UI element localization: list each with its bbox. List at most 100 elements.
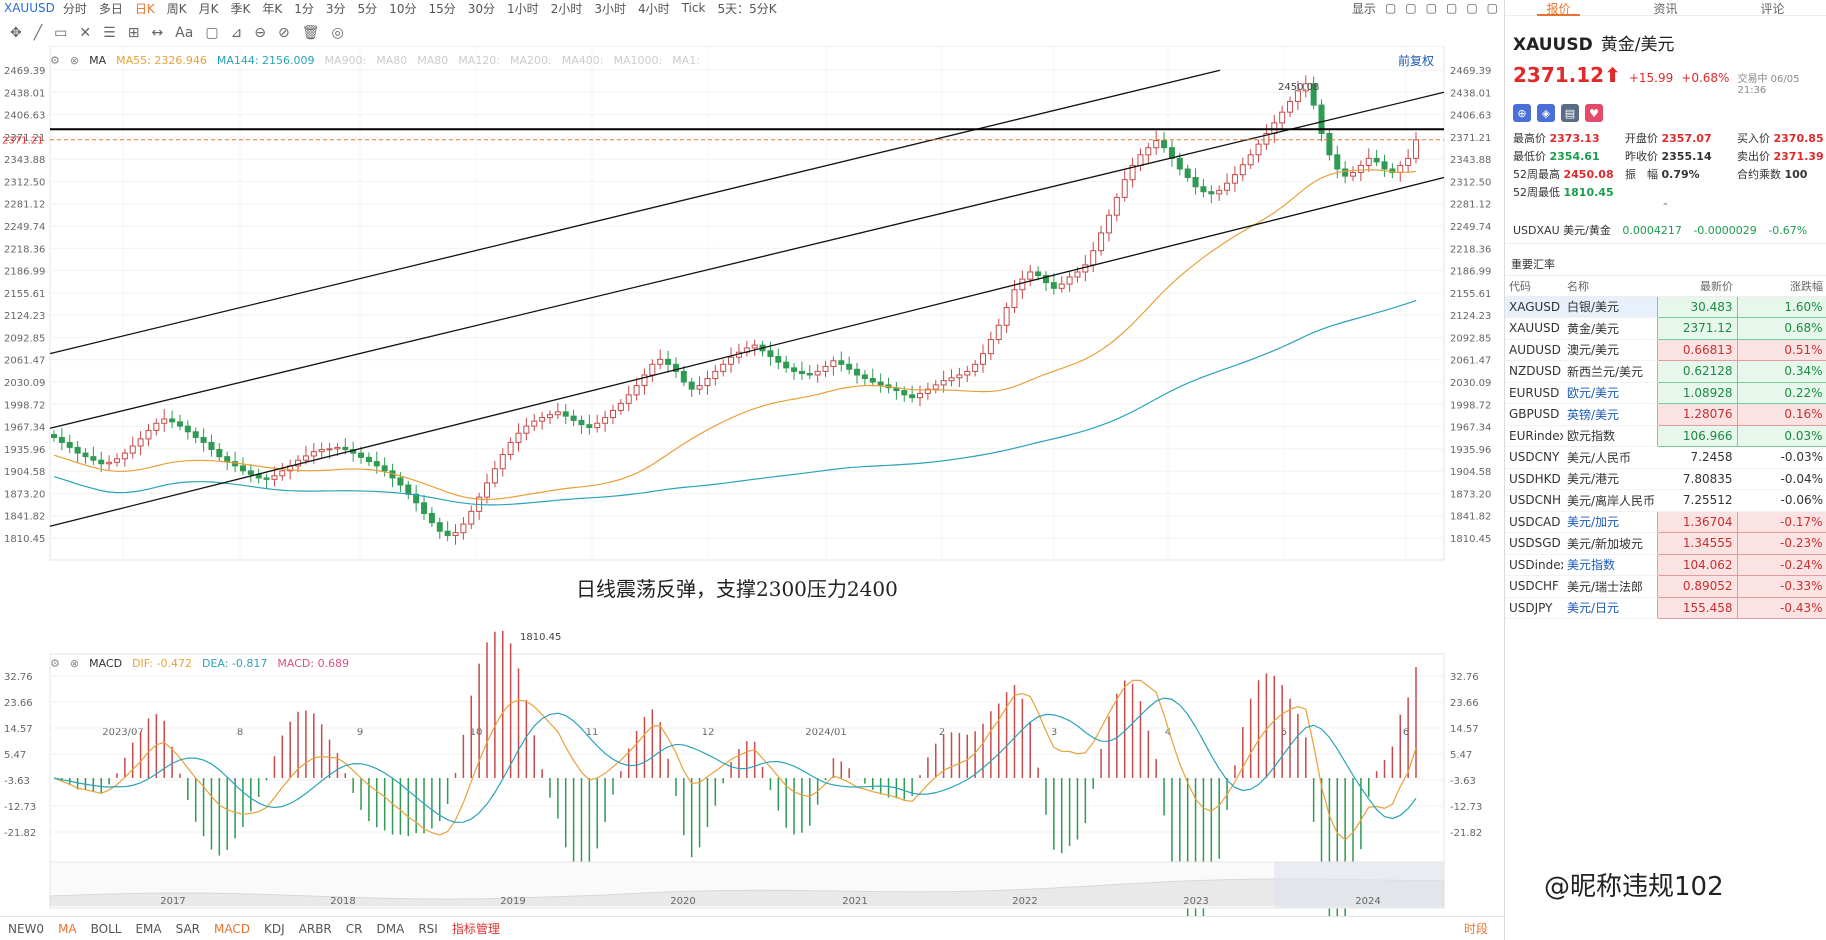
window-icon[interactable]: ▢ xyxy=(1486,1,1498,15)
line-tool-icon[interactable]: ╱ xyxy=(33,25,43,41)
candle xyxy=(964,370,971,376)
rate-row[interactable]: USDHKD 美元/港元 7.80835 -0.04% xyxy=(1505,468,1826,490)
legend-item-inactive[interactable]: MA80 xyxy=(376,54,408,67)
period-tab[interactable]: Tick xyxy=(681,1,706,15)
period-tab[interactable]: 4小时 xyxy=(637,1,670,16)
indicator-tab[interactable]: MA xyxy=(58,921,77,936)
y-tick-right: 2343.88 xyxy=(1450,155,1491,166)
rate-row[interactable]: USDCNY 美元/人民币 7.2458 -0.03% xyxy=(1505,446,1826,469)
period-tab[interactable]: 多日 xyxy=(98,1,123,16)
indicator-tab[interactable]: CR xyxy=(345,921,363,936)
legend-item-inactive[interactable]: MA400: xyxy=(561,54,604,67)
legend-item-inactive[interactable]: MA1000: xyxy=(613,54,663,67)
close-icon[interactable]: ⊗ xyxy=(69,54,80,67)
panel-tab[interactable]: 报价 xyxy=(1505,0,1612,16)
legend-item-inactive[interactable]: MA80 xyxy=(417,54,449,67)
settings-icon[interactable]: ⚙ xyxy=(50,657,60,670)
period-tab[interactable]: 2小时 xyxy=(550,1,583,16)
rate-row[interactable]: XAGUSD 白银/美元 30.483 1.60% xyxy=(1505,295,1826,318)
text-tool-icon[interactable]: Aa xyxy=(175,25,194,41)
rate-row[interactable]: USDCAD 美元/加元 1.36704 -0.17% xyxy=(1505,510,1826,533)
heart-icon[interactable]: ♥ xyxy=(1585,104,1603,122)
period-tab[interactable]: 3分 xyxy=(325,1,346,16)
measure-tool-icon[interactable]: ⊞ xyxy=(127,25,140,41)
hide-icon[interactable]: ◎ xyxy=(331,25,344,41)
fullscreen-icon[interactable]: ▢ xyxy=(1466,1,1478,15)
magnet-icon[interactable]: ⊖ xyxy=(254,25,267,41)
camera-icon[interactable]: ▢ xyxy=(1425,1,1437,15)
close-icon[interactable]: ⊗ xyxy=(69,657,80,670)
legend-label: DIF: xyxy=(132,657,153,670)
period-tab[interactable]: 5分 xyxy=(357,1,378,16)
settings-icon[interactable]: ▢ xyxy=(1384,1,1397,15)
rate-row[interactable]: NZDUSD 新西兰元/美元 0.62128 0.34% xyxy=(1505,360,1826,383)
rate-row[interactable]: EURUSD 欧元/美元 1.08928 0.22% xyxy=(1505,381,1826,404)
rate-row[interactable]: USDSGD 美元/新加坡元 1.34555 -0.23% xyxy=(1505,532,1826,555)
period-tab[interactable]: 月K xyxy=(198,1,219,16)
period-tab[interactable]: 年K xyxy=(262,1,283,16)
period-tab[interactable]: 季K xyxy=(230,1,251,16)
indicator-tab[interactable]: SAR xyxy=(175,921,201,936)
overview-window xyxy=(1274,862,1444,908)
rate-row[interactable]: USDJPY 美元/日元 155.458 -0.43% xyxy=(1505,596,1826,619)
indicator-tab[interactable]: RSI xyxy=(418,921,438,936)
symbol-label[interactable]: XAUUSD xyxy=(4,1,55,15)
usdxau-row[interactable]: USDXAU 美元/黄金 0.0004217 -0.0000029 -0.67% xyxy=(1505,216,1826,244)
period-tab[interactable]: 3小时 xyxy=(594,1,626,16)
period-tab[interactable]: 1小时 xyxy=(507,1,539,16)
session-button[interactable]: 时段 xyxy=(1463,922,1488,936)
indicator-tab[interactable]: 指标管理 xyxy=(451,922,500,936)
period-tab[interactable]: 日K xyxy=(134,1,155,16)
rate-row[interactable]: USDCNH 美元/离岸人民币 7.25512 -0.06% xyxy=(1505,489,1826,512)
period-tab[interactable]: 30分 xyxy=(467,1,496,16)
period-tab[interactable]: 10分 xyxy=(389,1,417,16)
legend-item-inactive[interactable]: MA200: xyxy=(510,54,552,67)
rate-row[interactable]: USDindex 美元指数 104.062 -0.24% xyxy=(1505,553,1826,576)
display-menu[interactable]: 显示 xyxy=(1351,1,1376,16)
indicator-tab[interactable]: BOLL xyxy=(90,921,122,936)
candle xyxy=(1105,214,1112,234)
indicator-tab[interactable]: EMA xyxy=(135,921,162,936)
legend-item-inactive[interactable]: MA900: xyxy=(324,54,367,67)
note-icon[interactable]: ▤ xyxy=(1561,104,1579,122)
shape-tool-icon[interactable]: ▭ xyxy=(54,25,68,41)
period-tab[interactable]: 15分 xyxy=(428,1,456,16)
lock-icon[interactable]: ⊘ xyxy=(278,25,290,41)
tag-icon[interactable]: ◈ xyxy=(1537,104,1555,122)
period-tab[interactable]: 分时 xyxy=(62,1,87,16)
adjust-mode-button[interactable]: 前复权 xyxy=(1398,54,1435,68)
indicator-tab[interactable]: NEW0 xyxy=(8,921,45,936)
rate-row[interactable]: XAUUSD 黄金/美元 2371.12 0.68% xyxy=(1505,317,1826,340)
period-tab[interactable]: 1分 xyxy=(294,1,314,16)
fib-tool-icon[interactable]: ☰ xyxy=(103,25,116,41)
trash-icon[interactable]: 🗑 xyxy=(301,25,320,41)
chart-canvas[interactable]: 2469.39 2469.39 2438.01 2438.01 2406.63 2406.… xyxy=(0,46,1504,916)
stat-item: 52周最低 1810.45 xyxy=(1513,184,1625,202)
arrow-tool-icon[interactable]: ↔ xyxy=(151,25,164,41)
globe-icon[interactable]: ⊕ xyxy=(1513,104,1531,122)
indicator-tab[interactable]: DMA xyxy=(376,921,405,936)
rate-row[interactable]: USDCHF 美元/瑞士法郎 0.89052 -0.33% xyxy=(1505,575,1826,598)
indicator-tab[interactable]: KDJ xyxy=(264,921,285,936)
layout-icon[interactable]: ▢ xyxy=(1405,1,1417,15)
panel-tab[interactable]: 评论 xyxy=(1760,2,1785,16)
rate-row[interactable]: GBPUSD 英镑/美元 1.28076 0.16% xyxy=(1505,403,1826,426)
indicator-tab[interactable]: MACD xyxy=(214,921,250,936)
legend-item-inactive[interactable]: MA1: xyxy=(672,54,700,67)
chart-area[interactable]: 2469.39 2469.39 2438.01 2438.01 2406.63 2406.… xyxy=(0,46,1504,932)
indicator-tab[interactable]: ARBR xyxy=(298,921,332,936)
settings-icon[interactable]: ⚙ xyxy=(50,54,60,67)
ruler-icon[interactable]: ⊿ xyxy=(230,25,243,41)
crosshair-icon[interactable]: ✥ xyxy=(10,25,22,41)
collapse-chevron-icon[interactable]: ⌃ xyxy=(1661,202,1670,213)
rate-row[interactable]: EURindex 欧元指数 106.966 0.03% xyxy=(1505,424,1826,447)
period-tab[interactable]: 5天：5分K xyxy=(717,1,777,16)
panel-tab[interactable]: 资讯 xyxy=(1653,2,1678,16)
comment-tool-icon[interactable]: ▢ xyxy=(205,25,219,41)
pen-icon[interactable]: ▢ xyxy=(1445,1,1458,15)
rate-row[interactable]: AUDUSD 澳元/美元 0.66813 0.51% xyxy=(1505,338,1826,361)
cross-tool-icon[interactable]: ✕ xyxy=(79,25,92,41)
candle xyxy=(507,441,514,456)
legend-item-inactive[interactable]: MA120: xyxy=(458,54,501,67)
period-tab[interactable]: 周K xyxy=(166,1,187,16)
